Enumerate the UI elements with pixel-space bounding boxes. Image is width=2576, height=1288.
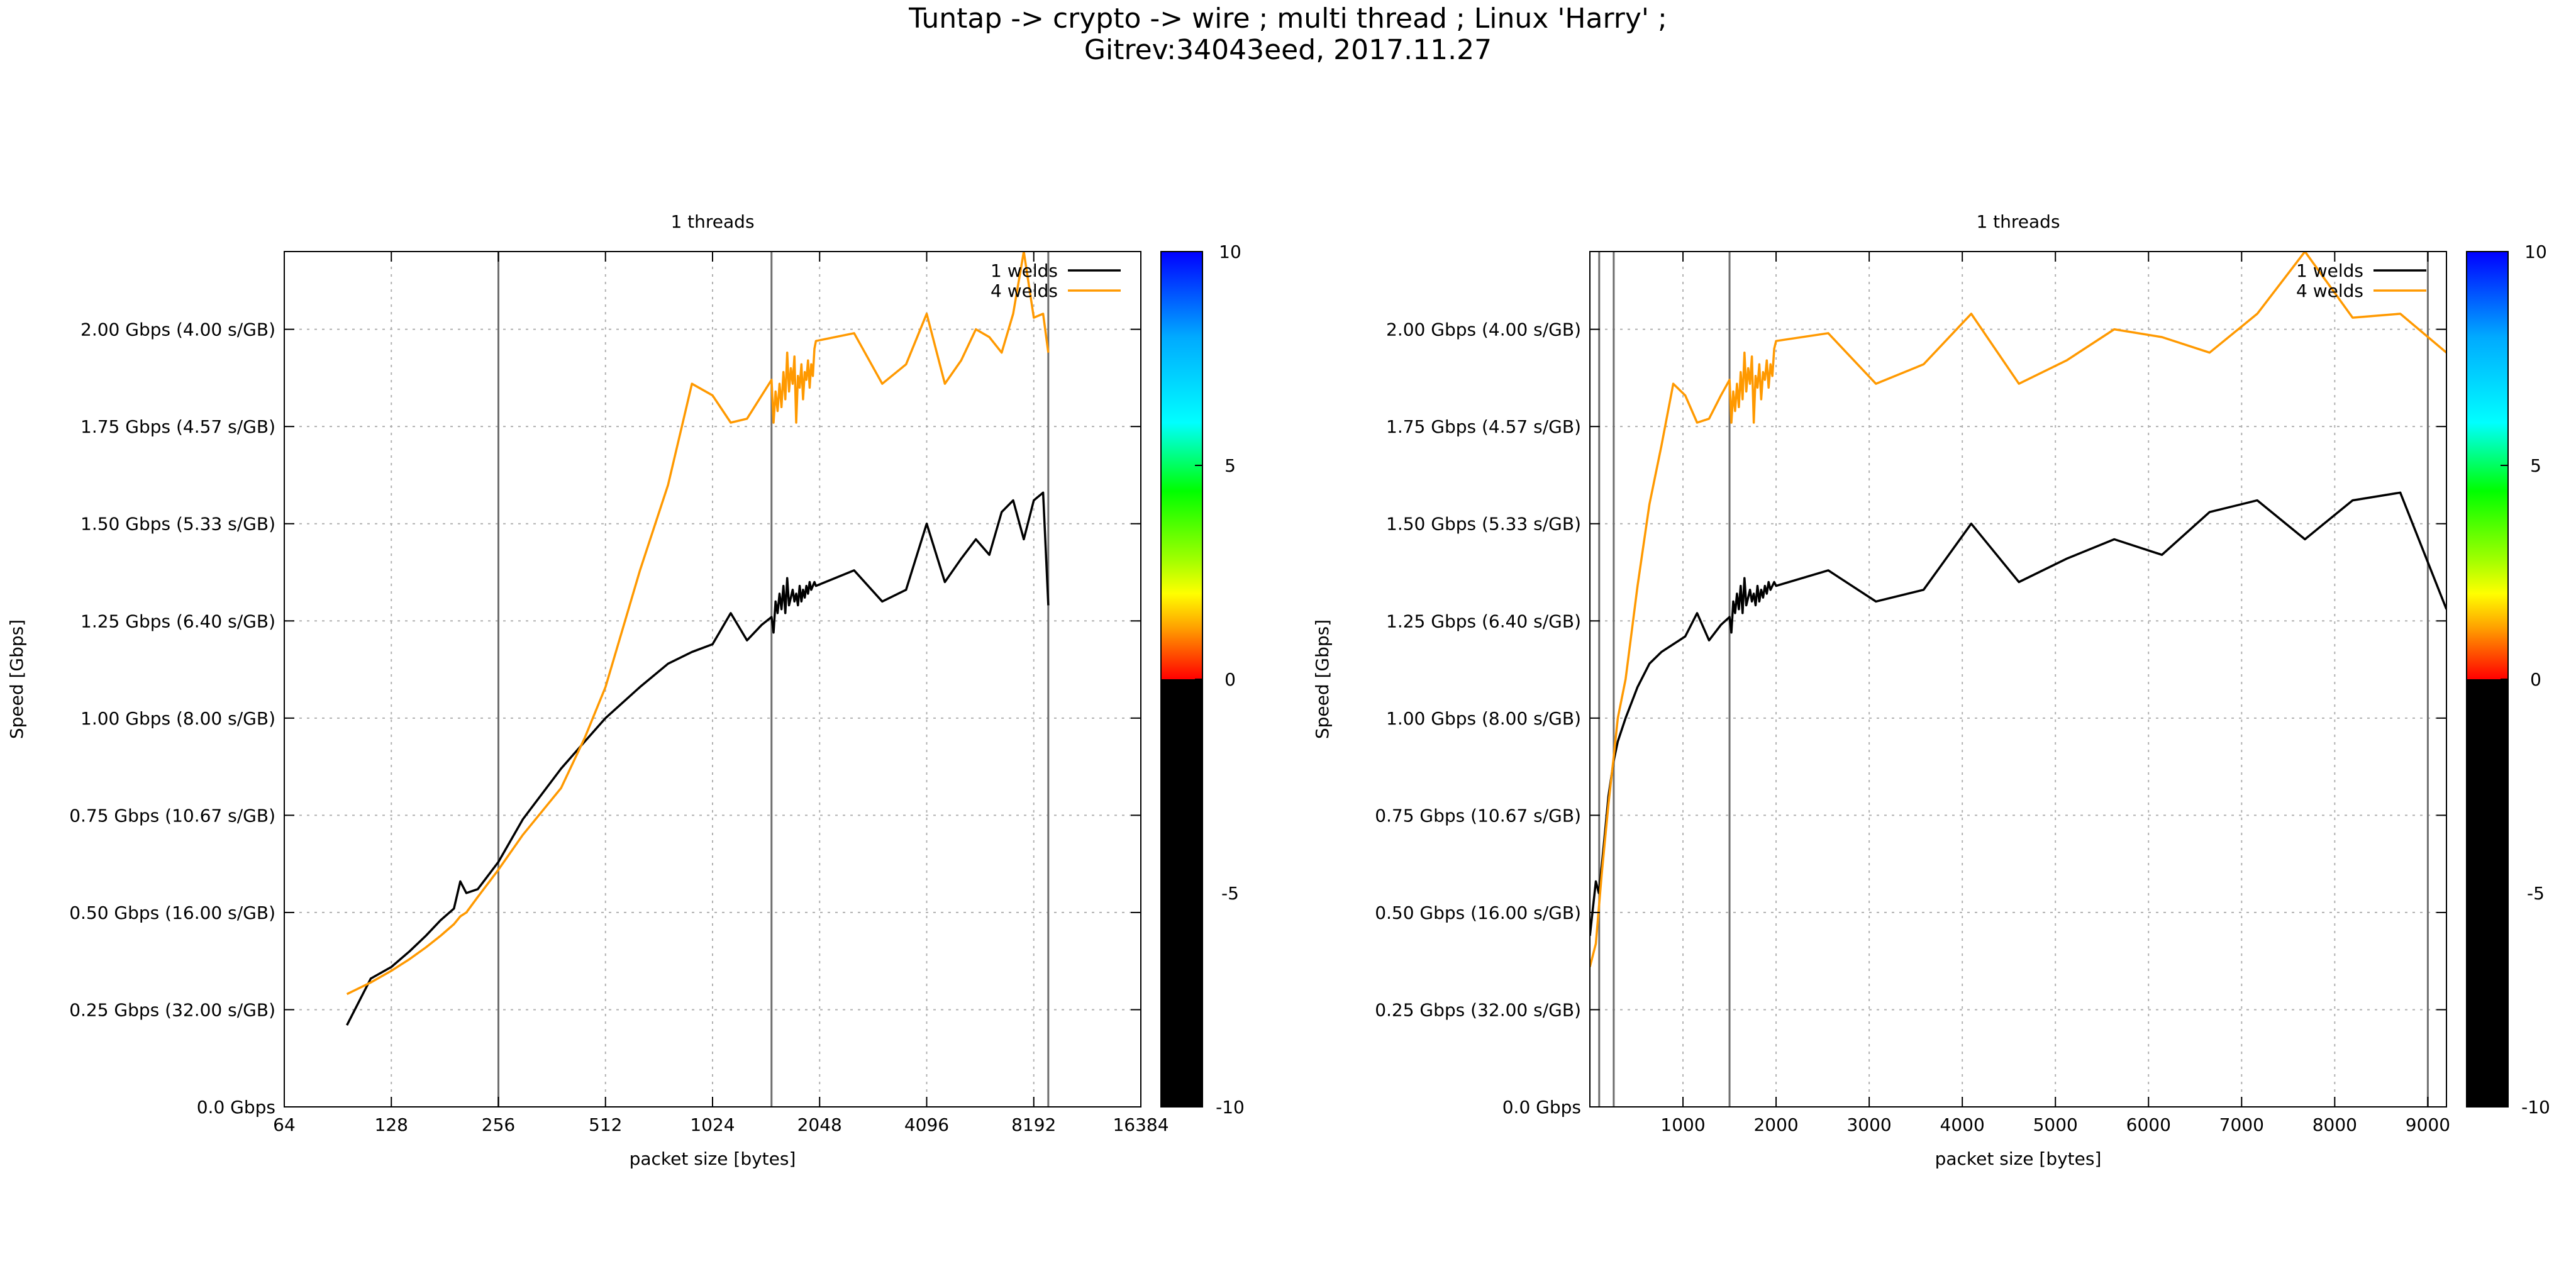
- x-tick-label: 6000: [2126, 1114, 2171, 1135]
- x-tick-label: 64: [273, 1114, 296, 1135]
- x-tick-label: 8192: [1011, 1114, 1056, 1135]
- y-tick-label: 1.75 Gbps (4.57 s/GB): [1386, 416, 1581, 437]
- x-tick-label: 1000: [1660, 1114, 1705, 1135]
- x-tick-label: 128: [375, 1114, 408, 1135]
- colorbar-tick-label: 0: [1224, 669, 1236, 690]
- plot-frame: [1589, 251, 2447, 1108]
- legend-label: 4 welds: [991, 280, 1058, 301]
- x-tick-label: 512: [589, 1114, 622, 1135]
- x-tick-label: 3000: [1846, 1114, 1891, 1135]
- legend-label: 1 welds: [991, 260, 1058, 281]
- y-tick-label: 0.0 Gbps: [1502, 1097, 1581, 1118]
- x-tick-label: 7000: [2219, 1114, 2264, 1135]
- x-tick-label: 4000: [1940, 1114, 1985, 1135]
- colorbar-tick-label: 10: [1219, 242, 1241, 262]
- y-tick-label: 1.50 Gbps (5.33 s/GB): [1386, 514, 1581, 535]
- colorbar-tick-label: -10: [1216, 1097, 1245, 1118]
- figure-title-line-2: Gitrev:34043eed, 2017.11.27: [1084, 34, 1492, 66]
- colorbar-tick-label: 10: [2524, 242, 2547, 262]
- x-tick-label: 16384: [1113, 1114, 1169, 1135]
- colorbar-tick-label: 0: [2530, 669, 2541, 690]
- x-tick-label: 4096: [904, 1114, 949, 1135]
- x-tick-label: 5000: [2033, 1114, 2078, 1135]
- y-tick-label: 0.75 Gbps (10.67 s/GB): [1375, 805, 1581, 826]
- series-line-4-welds: [1590, 252, 2446, 967]
- y-tick-label: 2.00 Gbps (4.00 s/GB): [80, 319, 275, 340]
- panel-title: 1 threads: [670, 211, 754, 232]
- series-line-1-welds: [1590, 491, 2446, 936]
- y-tick-label: 0.75 Gbps (10.67 s/GB): [69, 805, 275, 826]
- y-tick-label: 0.50 Gbps (16.00 s/GB): [1375, 902, 1581, 923]
- chart-panel-linear: 1000 2000 3000 4000 5000 6000 7000 8000 9000 0.0 …: [1312, 211, 2550, 1169]
- colorbar-tick-label: -5: [2527, 883, 2545, 904]
- x-tick-label: 2000: [1753, 1114, 1798, 1135]
- x-tick-label: 1024: [690, 1114, 735, 1135]
- panel-title: 1 threads: [1976, 211, 2060, 232]
- y-tick-label: 1.75 Gbps (4.57 s/GB): [80, 416, 275, 437]
- y-tick-label: 1.00 Gbps (8.00 s/GB): [1386, 708, 1581, 729]
- x-axis-label: packet size [bytes]: [1935, 1148, 2102, 1169]
- colorbar-tick-label: 5: [1224, 455, 1236, 476]
- y-tick-label: 0.0 Gbps: [197, 1097, 275, 1118]
- y-axis-label: Speed [Gbps]: [1312, 619, 1333, 739]
- y-tick-label: 0.50 Gbps (16.00 s/GB): [69, 902, 275, 923]
- series-line-4-welds: [346, 252, 1050, 996]
- y-tick-label: 1.00 Gbps (8.00 s/GB): [80, 708, 275, 729]
- x-axis-label: packet size [bytes]: [630, 1148, 796, 1169]
- y-tick-label: 1.25 Gbps (6.40 s/GB): [1386, 611, 1581, 631]
- x-tick-label: 8000: [2312, 1114, 2357, 1135]
- x-tick-label: 2048: [797, 1114, 842, 1135]
- y-axis-label: Speed [Gbps]: [6, 619, 27, 739]
- colorbar-tick-label: 5: [2530, 455, 2541, 476]
- colorbar-tick-label: -5: [1221, 883, 1239, 904]
- x-tick-label: 9000: [2406, 1114, 2450, 1135]
- series-line-1-welds: [346, 491, 1050, 1026]
- y-tick-label: 0.25 Gbps (32.00 s/GB): [1375, 999, 1581, 1020]
- chart-panel-log: 64 128 256 512 1024 2048 4096 8192 16384 0.0 Gbps…: [6, 211, 1245, 1169]
- y-tick-label: 1.50 Gbps (5.33 s/GB): [80, 514, 275, 535]
- y-tick-label: 2.00 Gbps (4.00 s/GB): [1386, 319, 1581, 340]
- y-tick-label: 1.25 Gbps (6.40 s/GB): [80, 611, 275, 631]
- figure-title-line-1: Tuntap -> crypto -> wire ; multi thread …: [908, 3, 1667, 35]
- legend-label: 1 welds: [2296, 260, 2363, 281]
- x-tick-label: 256: [482, 1114, 515, 1135]
- legend-label: 4 welds: [2296, 280, 2363, 301]
- colorbar-tick-label: -10: [2521, 1097, 2550, 1118]
- y-tick-label: 0.25 Gbps (32.00 s/GB): [69, 999, 275, 1020]
